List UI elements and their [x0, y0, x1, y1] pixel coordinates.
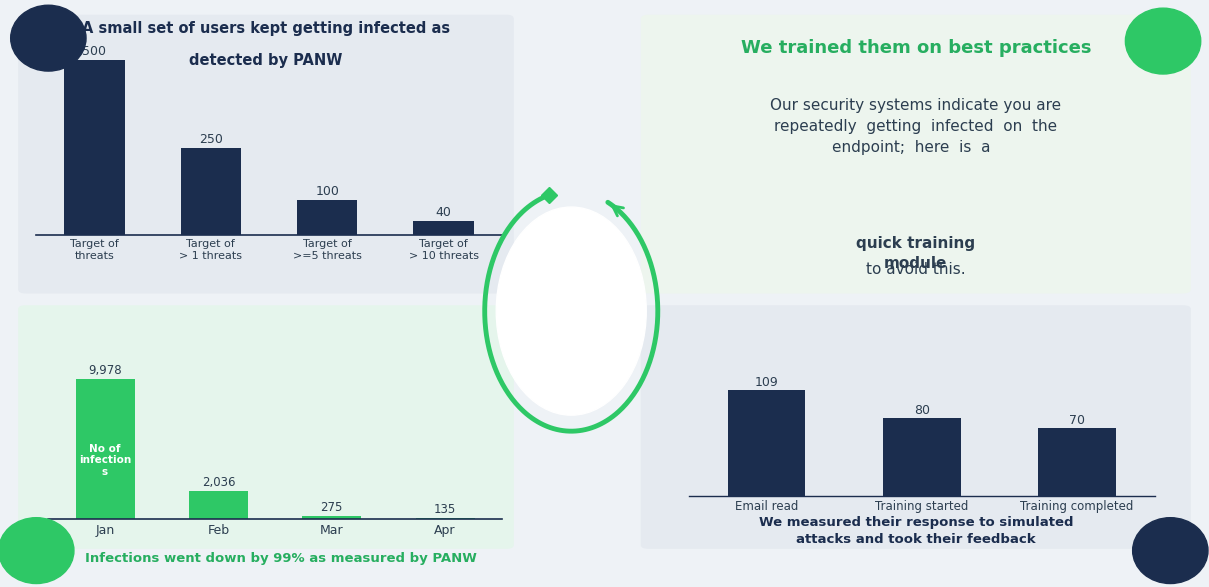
- Circle shape: [1133, 518, 1208, 583]
- Bar: [180, 147, 241, 235]
- Circle shape: [11, 5, 86, 71]
- Bar: [416, 518, 474, 519]
- FancyBboxPatch shape: [18, 305, 514, 549]
- Bar: [297, 200, 358, 235]
- Bar: [1039, 428, 1116, 496]
- FancyBboxPatch shape: [641, 15, 1191, 294]
- Text: A small set of users kept getting infected as: A small set of users kept getting infect…: [82, 21, 450, 36]
- Text: No of
infection
s: No of infection s: [79, 444, 131, 477]
- Text: detected by PANW: detected by PANW: [190, 53, 342, 68]
- Circle shape: [0, 518, 74, 583]
- Text: We measured their response to simulated
attacks and took their feedback: We measured their response to simulated …: [758, 516, 1074, 546]
- Text: Infections went down by 99% as measured by PANW: Infections went down by 99% as measured …: [85, 552, 476, 565]
- Text: 70: 70: [1069, 414, 1084, 427]
- Text: 250: 250: [199, 133, 222, 146]
- FancyBboxPatch shape: [641, 305, 1191, 549]
- Bar: [883, 419, 961, 496]
- Text: 9,978: 9,978: [88, 365, 122, 377]
- Text: 500: 500: [82, 45, 106, 59]
- Text: 40: 40: [435, 206, 451, 219]
- Bar: [413, 221, 474, 235]
- Text: 109: 109: [754, 376, 779, 389]
- Text: 100: 100: [316, 185, 339, 198]
- Text: 275: 275: [320, 501, 343, 514]
- Text: 135: 135: [434, 503, 456, 516]
- Text: 2,036: 2,036: [202, 476, 235, 489]
- Text: We trained them on best practices: We trained them on best practices: [741, 39, 1091, 57]
- Text: 80: 80: [914, 404, 930, 417]
- Circle shape: [496, 207, 647, 415]
- Circle shape: [1126, 8, 1201, 74]
- Bar: [189, 491, 248, 519]
- Text: quick training
module: quick training module: [856, 236, 976, 271]
- Text: Our security systems indicate you are
repeatedly  getting  infected  on  the
end: Our security systems indicate you are re…: [770, 98, 1062, 155]
- Text: to avoid this.: to avoid this.: [866, 262, 966, 276]
- Bar: [64, 60, 125, 235]
- FancyBboxPatch shape: [18, 15, 514, 294]
- Bar: [728, 390, 805, 496]
- Bar: [75, 379, 134, 519]
- Bar: [302, 515, 361, 519]
